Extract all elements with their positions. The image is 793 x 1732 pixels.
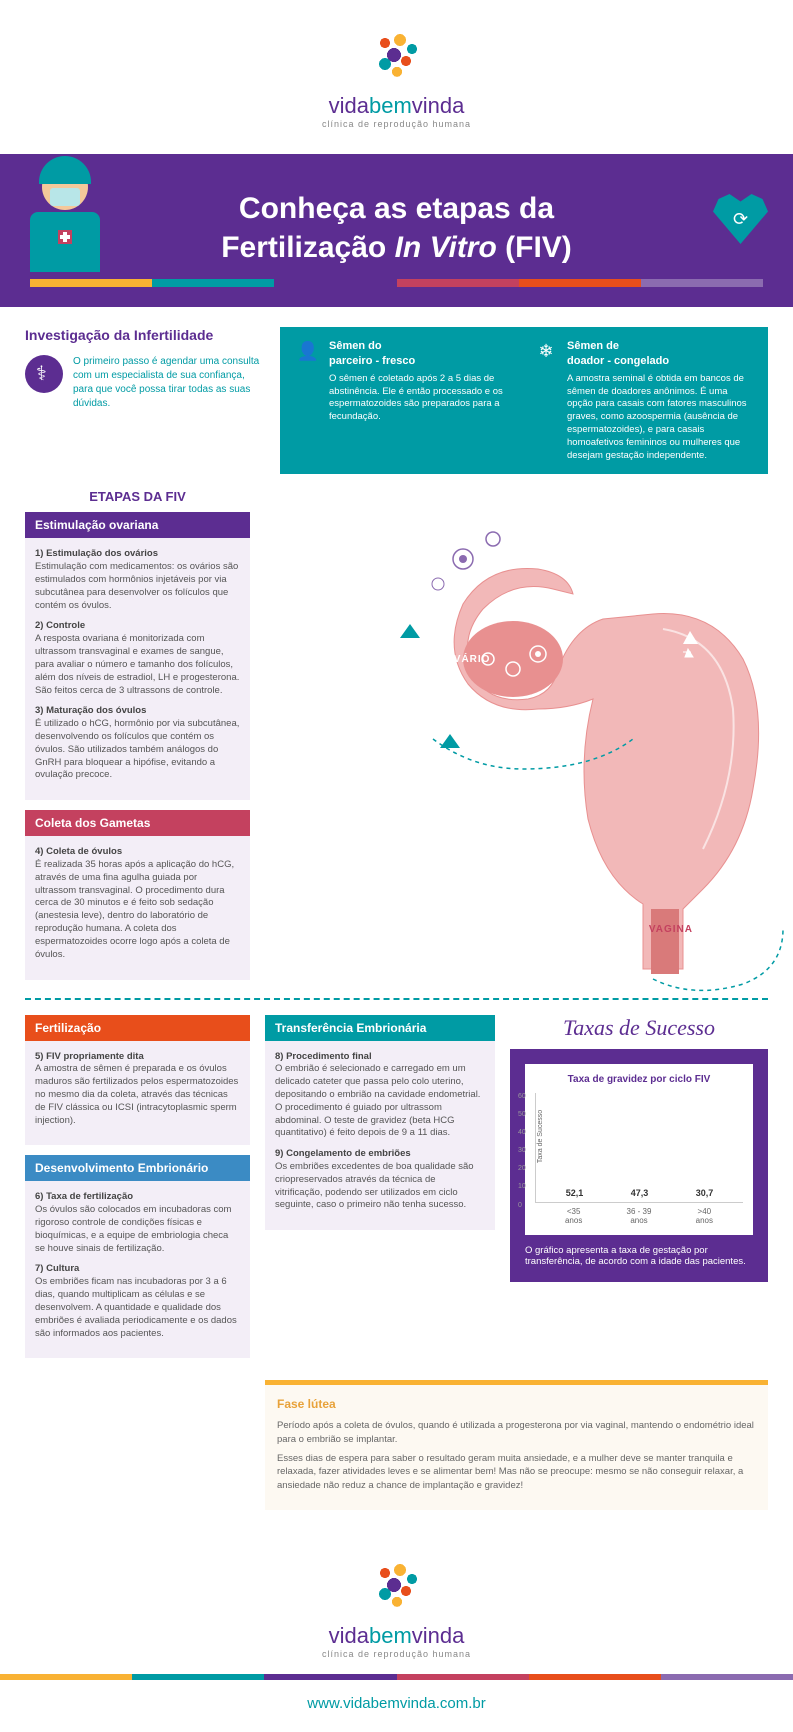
steps-title: ETAPAS DA FIV bbox=[25, 489, 250, 504]
color-stripe bbox=[30, 279, 763, 287]
semen-frozen-title: Sêmen dedoador - congelado bbox=[567, 339, 753, 369]
step-coleta: Coleta dos Gametas4) Coleta de óvulosÉ r… bbox=[25, 810, 250, 979]
logo-tagline: clínica de reprodução humana bbox=[0, 1649, 793, 1659]
logo-icon bbox=[367, 1555, 427, 1615]
person-icon: 👤 bbox=[295, 339, 321, 462]
uterus-svg bbox=[373, 509, 793, 1009]
arrow-icon bbox=[440, 734, 460, 748]
step-transferencia: Transferência Embrionária8) Procedimento… bbox=[265, 1015, 495, 1231]
step-fertilizacao: Fertilização5) FIV propriamente ditaA am… bbox=[25, 1015, 250, 1146]
semen-fresh-text: O sêmen é coletado após 2 a 5 dias de ab… bbox=[329, 373, 515, 424]
fase-p1: Período após a coleta de óvulos, quando … bbox=[277, 1419, 756, 1446]
semen-fresh-title: Sêmen doparceiro - fresco bbox=[329, 339, 515, 369]
footer: vidabemvinda clínica de reprodução human… bbox=[0, 1530, 793, 1732]
success-rates-title: Taxas de Sucesso bbox=[510, 1015, 768, 1041]
chart-title: Taxa de gravidez por ciclo FIV bbox=[535, 1074, 743, 1085]
semen-info-box: 👤 Sêmen doparceiro - fresco O sêmen é col… bbox=[280, 327, 768, 474]
snowflake-icon: ❄ bbox=[533, 339, 559, 462]
investigation-text: O primeiro passo é agendar uma consulta … bbox=[73, 355, 265, 411]
step-estimulacao: Estimulação ovariana1) Estimulação dos o… bbox=[25, 512, 250, 800]
doctor-icon bbox=[25, 164, 105, 279]
label-vagina: VAGINA bbox=[649, 924, 693, 935]
logo-text: vidabemvinda bbox=[0, 1623, 793, 1649]
fase-lutea-box: Fase lútea Período após a coleta de óvul… bbox=[265, 1380, 768, 1509]
hero-banner: Conheça as etapas daFertilização In Vitr… bbox=[0, 154, 793, 307]
stethoscope-icon bbox=[25, 355, 63, 393]
footer-url: www.vidabemvinda.com.br bbox=[0, 1695, 793, 1712]
fase-p2: Esses dias de espera para saber o result… bbox=[277, 1452, 756, 1492]
color-stripe bbox=[0, 1674, 793, 1680]
hero-title: Conheça as etapas daFertilização In Vitr… bbox=[30, 189, 763, 267]
logo-header: vidabemvinda clínica de reprodução human… bbox=[0, 0, 793, 154]
fase-title: Fase lútea bbox=[277, 1397, 756, 1411]
logo-text: vidabemvinda bbox=[0, 93, 793, 119]
label-ovario: OVÁRIO bbox=[445, 654, 490, 665]
step-desenvolvimento: Desenvolvimento Embrionário6) Taxa de fe… bbox=[25, 1155, 250, 1358]
investigation-title: Investigação da Infertilidade bbox=[25, 327, 265, 343]
uterus-diagram: OVÁRIO ÚTERO VAGINA bbox=[270, 489, 768, 989]
semen-frozen-text: A amostra seminal é obtida em bancos de … bbox=[567, 373, 753, 463]
logo-icon bbox=[367, 25, 427, 85]
bar-chart: Taxa de Sucesso 0102030405060 52,147,330… bbox=[535, 1093, 743, 1203]
investigation-section: Investigação da Infertilidade O primeiro… bbox=[25, 327, 265, 474]
arrow-icon bbox=[400, 624, 420, 638]
chart-caption: O gráfico apresenta a taxa de gestação p… bbox=[525, 1245, 753, 1267]
chart-ylabel: Taxa de Sucesso bbox=[537, 1109, 544, 1162]
logo-tagline: clínica de reprodução humana bbox=[0, 119, 793, 129]
label-utero: ÚTERO bbox=[688, 604, 728, 615]
success-chart-box: Taxa de gravidez por ciclo FIV Taxa de S… bbox=[510, 1049, 768, 1282]
